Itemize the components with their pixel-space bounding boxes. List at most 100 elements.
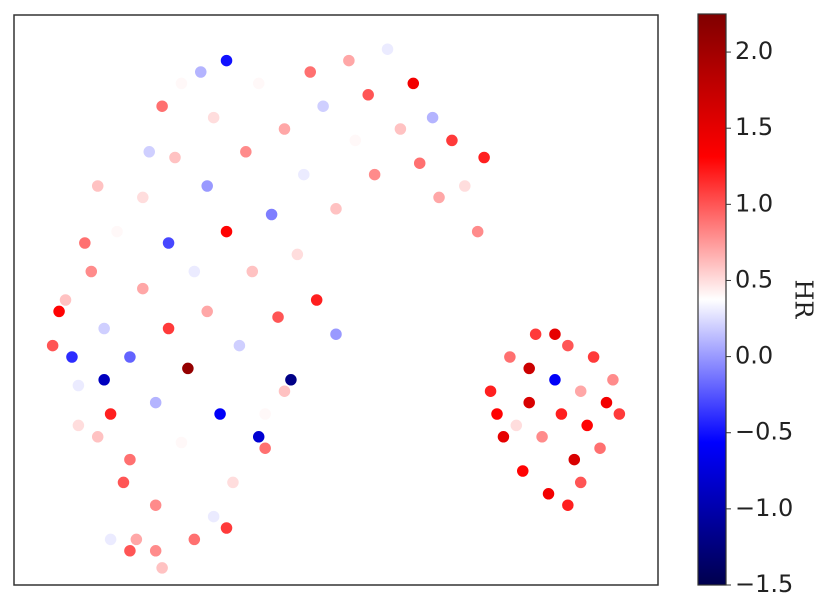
point (154, 560, 170, 576)
point (457, 178, 473, 194)
point (174, 435, 189, 450)
colorbar-tick-label: 0.0 (735, 342, 773, 370)
point (122, 349, 138, 365)
point (257, 406, 273, 422)
point (547, 326, 563, 342)
point (103, 532, 118, 547)
point (154, 98, 170, 114)
point (161, 235, 176, 251)
colorbar-label: HR (790, 280, 818, 320)
colorbar (697, 13, 727, 586)
point (187, 532, 202, 547)
point (71, 418, 86, 433)
point (541, 486, 556, 502)
point (431, 190, 447, 205)
colorbar-tick-label: −1.5 (735, 570, 793, 598)
point (206, 509, 221, 524)
point (367, 167, 382, 182)
point (567, 452, 582, 467)
point (560, 497, 576, 513)
point (238, 144, 254, 160)
point (96, 321, 112, 336)
point (509, 418, 524, 433)
point (315, 98, 331, 114)
point (515, 463, 531, 479)
point (245, 264, 260, 279)
point (90, 178, 105, 194)
point (232, 338, 247, 353)
point (496, 429, 511, 445)
point (148, 497, 163, 513)
point (174, 76, 189, 91)
point (45, 338, 60, 353)
colorbar-tick-label: −1.0 (735, 494, 793, 522)
point (296, 167, 312, 182)
point (528, 326, 543, 342)
plot-frame (13, 14, 659, 586)
point (599, 395, 614, 410)
point (406, 76, 421, 91)
point (277, 121, 292, 137)
point (212, 406, 228, 422)
point (257, 440, 273, 456)
point (270, 309, 286, 325)
point (161, 321, 176, 336)
point (547, 372, 563, 388)
point (277, 383, 292, 399)
point (219, 53, 234, 68)
point (187, 264, 202, 279)
point (605, 372, 621, 388)
point (470, 224, 485, 239)
point (103, 406, 118, 422)
point (348, 133, 363, 148)
colorbar-tick-label: 0.5 (735, 265, 773, 293)
point (251, 429, 266, 445)
point (380, 41, 395, 57)
point (135, 190, 151, 205)
point (225, 475, 241, 490)
point (502, 349, 518, 365)
point (148, 543, 163, 559)
point (592, 440, 608, 456)
point (58, 292, 73, 308)
point (109, 224, 125, 239)
point (122, 543, 138, 559)
point (328, 326, 344, 342)
point (483, 383, 498, 399)
point (96, 372, 112, 388)
point (290, 247, 305, 262)
point (309, 292, 324, 308)
point (51, 304, 67, 319)
point (219, 520, 234, 536)
point (84, 264, 99, 279)
point (573, 383, 588, 399)
point (141, 144, 157, 160)
point (116, 475, 131, 490)
point (573, 475, 588, 490)
point (425, 110, 440, 125)
point (199, 178, 215, 194)
colorbar-tick-label: 1.5 (735, 113, 773, 141)
point (489, 406, 505, 422)
point (612, 406, 627, 422)
point (360, 87, 376, 103)
point (534, 429, 550, 445)
colorbar-tick-label: 1.0 (735, 189, 773, 217)
point (64, 349, 80, 365)
point (444, 133, 460, 148)
point (393, 121, 408, 137)
point (251, 76, 266, 91)
point (71, 378, 86, 393)
point (199, 304, 215, 319)
point (148, 395, 163, 410)
colorbar-tick-label: −0.5 (735, 418, 793, 446)
point (77, 235, 93, 251)
point (167, 150, 183, 165)
point (122, 452, 138, 467)
point (521, 395, 537, 410)
point (412, 155, 427, 171)
point (264, 207, 279, 222)
point (283, 372, 299, 388)
point (180, 361, 196, 376)
